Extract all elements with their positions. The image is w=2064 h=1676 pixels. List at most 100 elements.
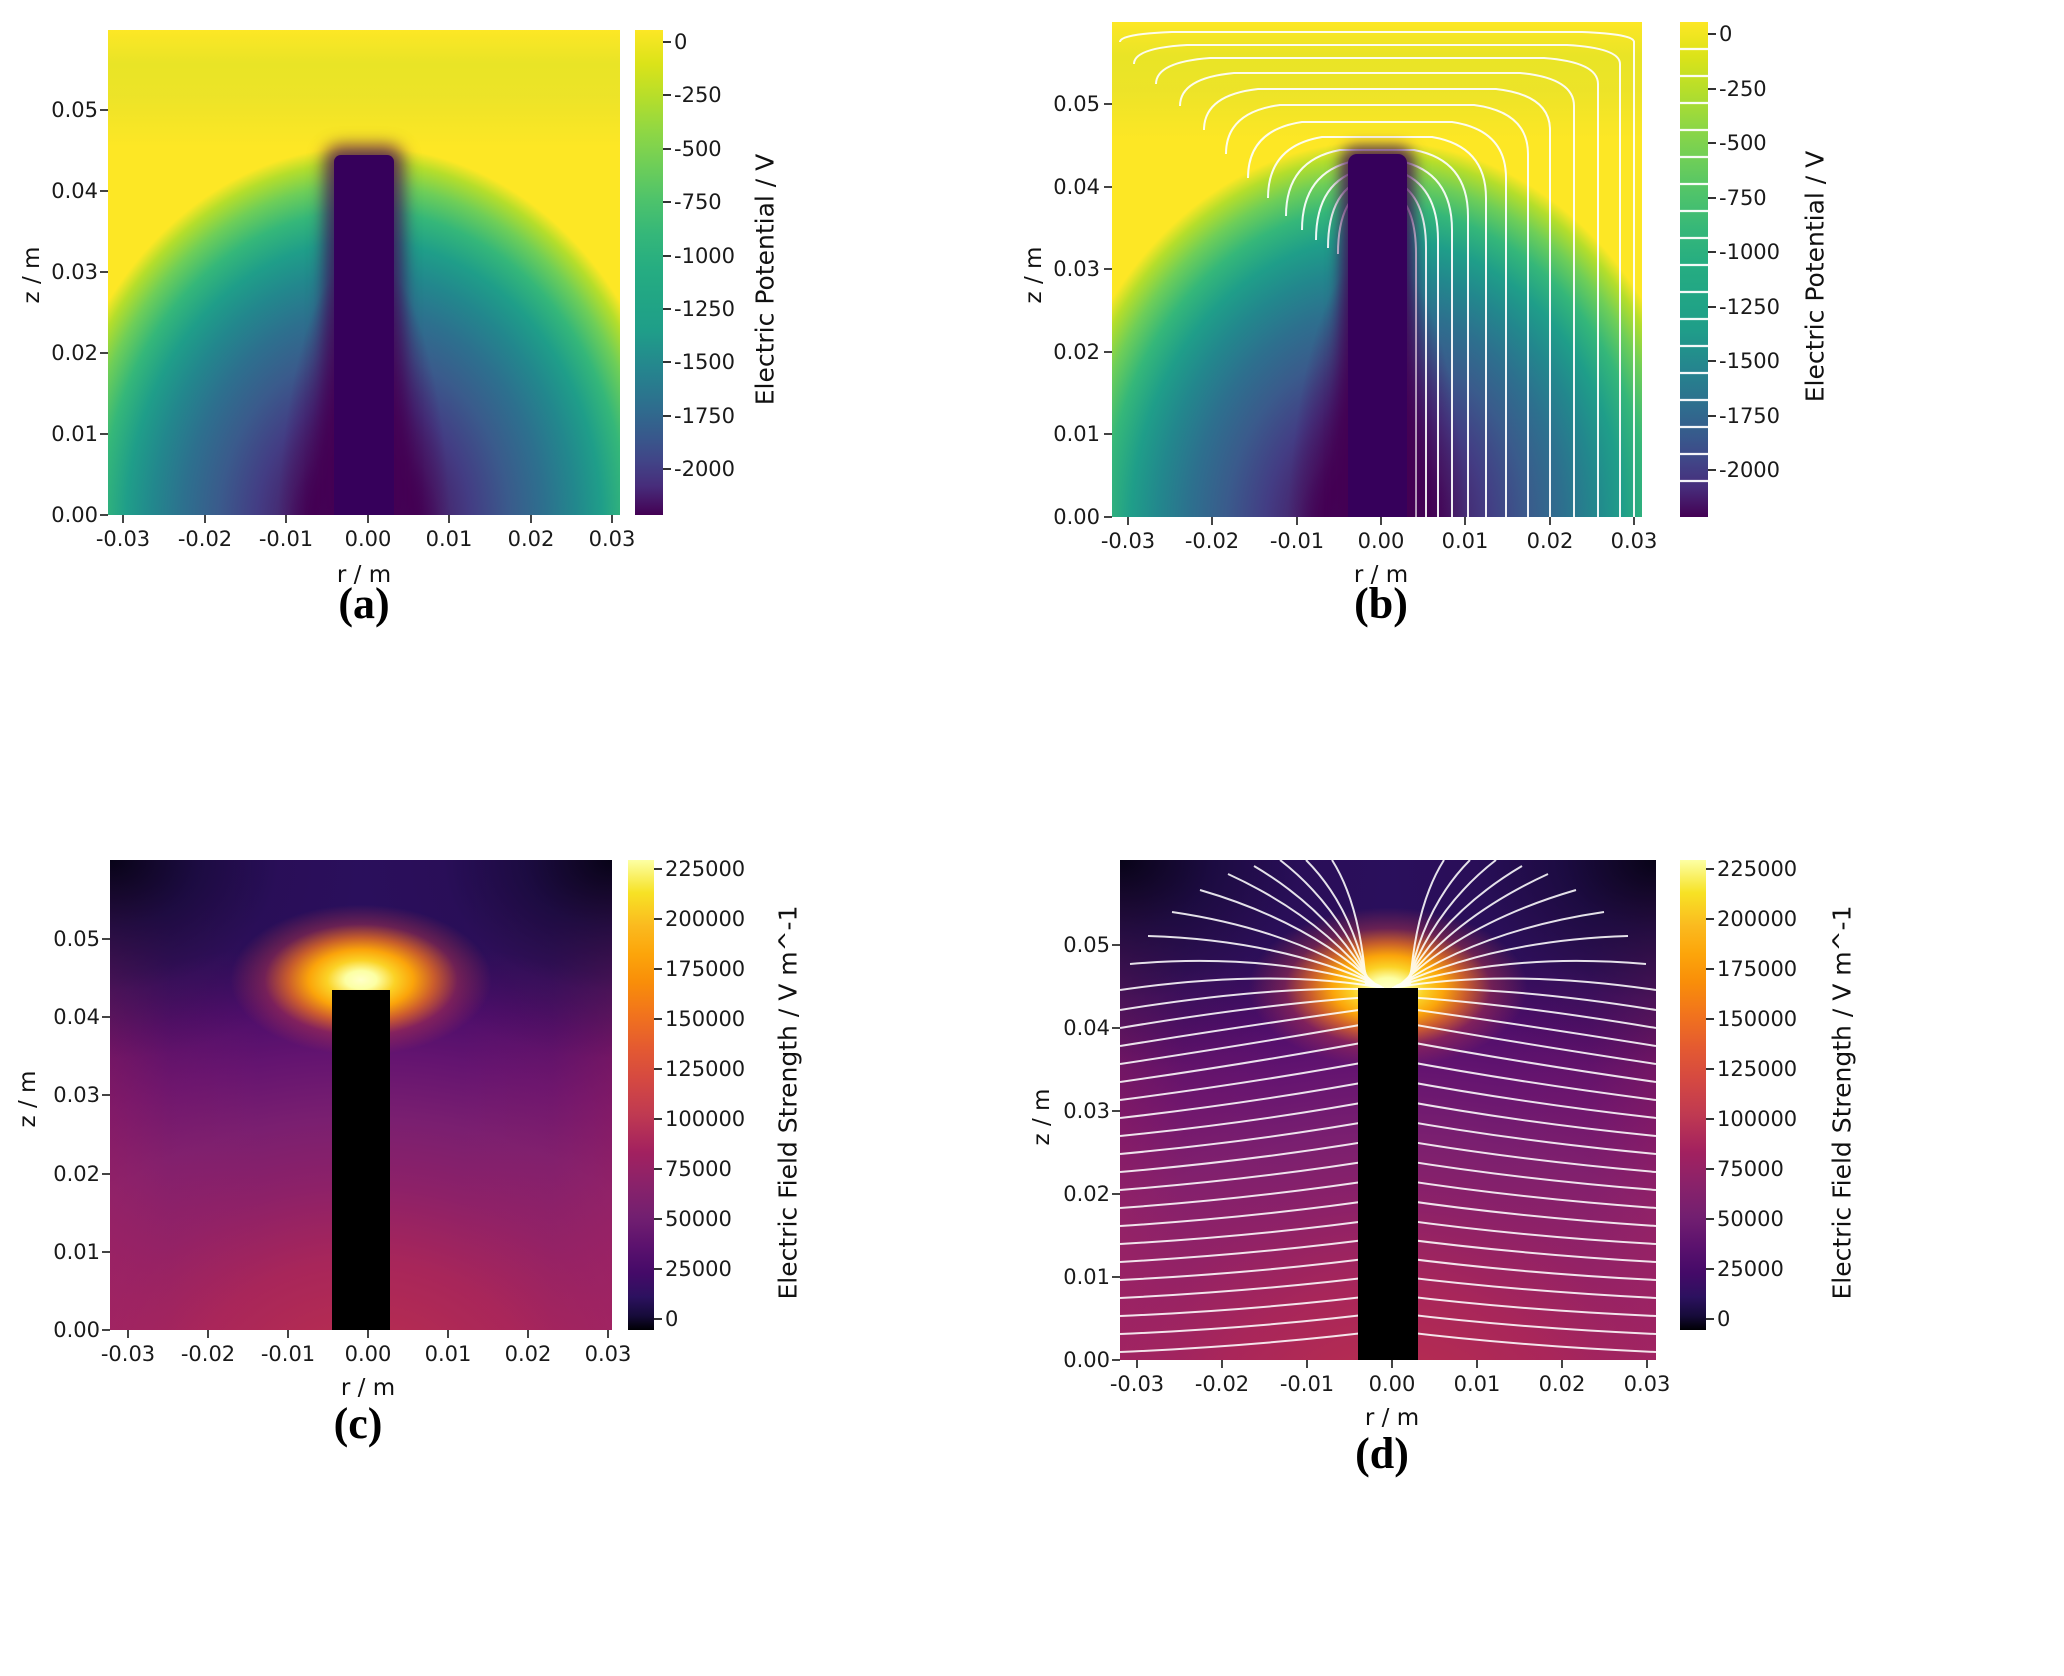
xtick-label: 0.02 bbox=[507, 527, 555, 551]
cbar-tick-label: -1250 bbox=[674, 296, 736, 321]
ytick-label: 0.00 bbox=[51, 503, 98, 527]
cbar-tick-mark bbox=[1708, 87, 1716, 90]
cbar-tick-label: -500 bbox=[1719, 131, 1767, 156]
panel-b-colorbar: 0 -250 -500 -750 -1000 -1250 -1500 -1750… bbox=[1680, 22, 1780, 517]
xtick-mark bbox=[530, 515, 532, 523]
ytick-label: 0.04 bbox=[1053, 175, 1100, 199]
xtick-label: -0.03 bbox=[100, 1342, 156, 1366]
xtick-mark bbox=[527, 1330, 529, 1338]
panel-a-colorbar-label: Electric Potential / V bbox=[750, 153, 780, 406]
xtick-label: 0.03 bbox=[584, 1342, 632, 1366]
xtick-mark bbox=[607, 1330, 609, 1338]
ytick-mark bbox=[100, 109, 108, 111]
xtick-mark bbox=[1136, 1360, 1138, 1368]
ytick-mark bbox=[100, 190, 108, 192]
xtick-mark bbox=[367, 515, 369, 523]
xtick-mark bbox=[1391, 1360, 1393, 1368]
electrode-c bbox=[331, 989, 391, 1330]
ytick-label: 0.00 bbox=[53, 1318, 100, 1342]
xtick-label: -0.01 bbox=[260, 1342, 316, 1366]
panel-d-xaxis-label: r / m bbox=[1364, 1405, 1420, 1431]
xtick-label: 0.01 bbox=[1453, 1372, 1501, 1396]
cbar-tick-mark bbox=[663, 307, 671, 310]
ytick-label: 0.05 bbox=[1063, 933, 1110, 957]
panel-a: 0.00 0.01 0.02 0.03 0.04 0.05 -0.03 -0.0… bbox=[0, 0, 1032, 838]
cbar-tick-label: -1250 bbox=[1719, 294, 1781, 319]
xtick-label: 0.02 bbox=[504, 1342, 552, 1366]
xtick-label: 0.00 bbox=[1357, 529, 1405, 553]
cbar-tick-label: 150000 bbox=[665, 1007, 746, 1032]
cbar-tick-label: 200000 bbox=[1717, 907, 1798, 932]
cbar-tick-label: -1000 bbox=[1719, 240, 1781, 265]
cbar-tick-mark bbox=[654, 1068, 662, 1071]
cbar-tick-label: -1750 bbox=[674, 403, 736, 428]
xtick-mark bbox=[448, 515, 450, 523]
ytick-label: 0.01 bbox=[53, 1240, 100, 1264]
cbar-tick-mark bbox=[1708, 468, 1716, 471]
xtick-mark bbox=[122, 515, 124, 523]
xtick-label: -0.03 bbox=[95, 527, 151, 551]
panel-b-yaxis-label: z / m bbox=[1021, 246, 1047, 304]
ytick-label: 0.03 bbox=[1063, 1099, 1110, 1123]
ytick-mark bbox=[1104, 268, 1112, 270]
cbar-tick-mark bbox=[1706, 968, 1714, 971]
cbar-tick-mark bbox=[654, 968, 662, 971]
panel-d-yaxis-label: z / m bbox=[1029, 1088, 1055, 1146]
ytick-mark bbox=[1112, 1193, 1120, 1195]
ytick-mark bbox=[1112, 944, 1120, 946]
cbar-tick-mark bbox=[1706, 1018, 1714, 1021]
electrode-b bbox=[1347, 153, 1408, 517]
xtick-mark bbox=[1476, 1360, 1478, 1368]
cbar-tick-label: 50000 bbox=[1717, 1207, 1784, 1232]
cbar-tick-mark bbox=[1708, 360, 1716, 363]
xtick-mark bbox=[1561, 1360, 1563, 1368]
cbar-tick-mark bbox=[1706, 1218, 1714, 1221]
xtick-label: 0.01 bbox=[425, 527, 473, 551]
ytick-label: 0.02 bbox=[51, 341, 98, 365]
cbar-tick-mark bbox=[1708, 33, 1716, 36]
cbar-tick-mark bbox=[654, 1117, 662, 1120]
ytick-label: 0.02 bbox=[1053, 340, 1100, 364]
cbar-tick-label: -1500 bbox=[674, 350, 736, 375]
ytick-mark bbox=[102, 1016, 110, 1018]
cbar-tick-label: 0 bbox=[1719, 22, 1733, 47]
cbar-tick-label: -250 bbox=[674, 83, 722, 108]
ytick-mark bbox=[1112, 1359, 1120, 1361]
panel-c-colorbar: 225000 200000 175000 150000 125000 10000… bbox=[628, 857, 745, 1331]
panel-c-yaxis-label: z / m bbox=[15, 1070, 41, 1128]
cbar-tick-label: 150000 bbox=[1717, 1007, 1798, 1032]
ytick-mark bbox=[1104, 103, 1112, 105]
ytick-mark bbox=[102, 938, 110, 940]
cbar-tick-mark bbox=[654, 1267, 662, 1270]
cbar-tick-label: 200000 bbox=[665, 907, 746, 932]
field-streamlines bbox=[1120, 860, 1656, 1353]
panel-c-xaxis-label: r / m bbox=[340, 1375, 396, 1401]
cbar-tick-label: 125000 bbox=[665, 1057, 746, 1082]
panel-d-colorbar: 225000 200000 175000 150000 125000 10000… bbox=[1680, 857, 1797, 1331]
ytick-label: 0.05 bbox=[51, 98, 98, 122]
cbar-tick-mark bbox=[1708, 142, 1716, 145]
panel-b-xaxis-label: r / m bbox=[1353, 562, 1409, 588]
cbar-tick-mark bbox=[1706, 1167, 1714, 1170]
xtick-mark bbox=[1296, 517, 1298, 525]
cbar-tick-mark bbox=[1708, 414, 1716, 417]
ytick-label: 0.03 bbox=[51, 260, 98, 284]
ytick-label: 0.00 bbox=[1053, 505, 1100, 529]
panel-a-plot-area bbox=[108, 30, 620, 515]
ytick-mark bbox=[1104, 516, 1112, 518]
ytick-mark bbox=[100, 433, 108, 435]
cbar-tick-mark bbox=[1706, 1267, 1714, 1270]
cbar-tick-label: -500 bbox=[674, 136, 722, 161]
xtick-label: 0.03 bbox=[1610, 529, 1658, 553]
ytick-mark bbox=[102, 1173, 110, 1175]
cbar-tick-mark bbox=[1706, 1317, 1714, 1320]
xtick-label: -0.02 bbox=[1184, 529, 1240, 553]
cbar-tick-label: -1500 bbox=[1719, 349, 1781, 374]
cbar-tick-mark bbox=[1706, 868, 1714, 871]
cbar-tick-label: 75000 bbox=[1717, 1156, 1784, 1181]
panel-c-letter: (c) bbox=[333, 1399, 383, 1448]
panel-b-plot-area bbox=[1112, 22, 1642, 517]
panel-d-colorbar-label: Electric Field Strength / V m^-1 bbox=[1827, 905, 1857, 1300]
ytick-mark bbox=[1104, 433, 1112, 435]
ytick-mark bbox=[100, 514, 108, 516]
